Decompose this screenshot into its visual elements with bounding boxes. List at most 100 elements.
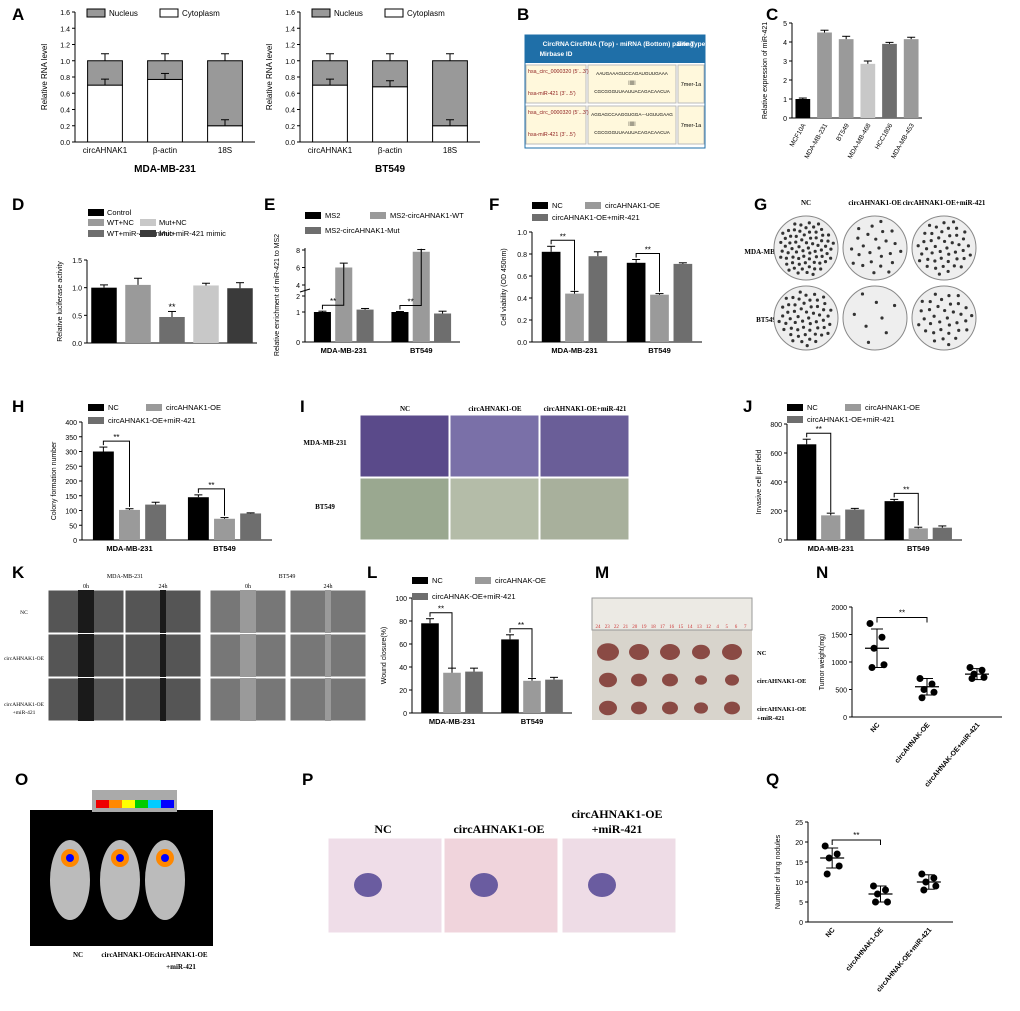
chart-N-y-tick-label: 0 bbox=[843, 715, 847, 722]
colony-dot bbox=[784, 296, 788, 300]
colony-dot bbox=[947, 331, 951, 335]
legend-swatch bbox=[88, 230, 104, 237]
x-tick-label: circAHNAK1 bbox=[83, 146, 128, 155]
x-tick-label: BT549 bbox=[410, 346, 433, 355]
bar-mda-mb-453 bbox=[903, 39, 919, 118]
wound-gap bbox=[325, 634, 331, 677]
x-tick-label: BT549 bbox=[835, 122, 851, 142]
section-title: NC bbox=[374, 822, 391, 836]
colony-dot bbox=[814, 320, 818, 324]
transwell-image bbox=[359, 414, 450, 478]
y-tick-label: 0 bbox=[778, 538, 782, 545]
bar-ms2-circahnak1-mut bbox=[356, 309, 374, 342]
colony-dot bbox=[808, 337, 812, 341]
colony-dot bbox=[801, 249, 805, 253]
colony-dot bbox=[927, 223, 932, 227]
colony-dot bbox=[953, 250, 958, 254]
wound-gap bbox=[240, 678, 256, 721]
colony-dot bbox=[820, 254, 824, 258]
legend-swatch bbox=[532, 214, 548, 221]
panel-letter-F: F bbox=[489, 195, 499, 214]
chart-F: 0.0 0.2 0.4 0.6 0.8 1.0 Cell viability (OD 450… bbox=[501, 201, 702, 355]
y-tick-label: 400 bbox=[770, 480, 782, 487]
row-label: +miR-421 bbox=[13, 710, 36, 716]
signal-core bbox=[66, 854, 74, 862]
header-label: BT549 bbox=[279, 574, 296, 580]
wound-gap bbox=[240, 634, 256, 677]
x-tick-label: BT549 bbox=[521, 717, 544, 726]
axis-break-mark bbox=[299, 288, 311, 293]
chart-Q-y-tick-label: 20 bbox=[795, 840, 803, 847]
colony-dot bbox=[870, 224, 874, 228]
colony-dot bbox=[948, 234, 952, 238]
bar-circahnak-oe bbox=[523, 680, 541, 713]
colony-dot bbox=[942, 239, 947, 244]
x-tick-label: MCF10A bbox=[789, 122, 808, 148]
colony-dot bbox=[807, 221, 811, 225]
colony-dot bbox=[946, 259, 950, 264]
y-tick-label: 350 bbox=[65, 435, 77, 442]
colony-dot bbox=[794, 240, 798, 244]
tumor bbox=[662, 673, 678, 687]
data-point bbox=[966, 664, 974, 671]
colony-dot bbox=[917, 323, 921, 327]
wound-gap bbox=[78, 634, 94, 677]
significance-bracket bbox=[509, 628, 533, 678]
significance-bracket bbox=[197, 488, 225, 516]
colony-dot bbox=[800, 340, 804, 344]
x-tick-label: BT549 bbox=[907, 544, 930, 553]
colony-dot bbox=[947, 323, 951, 327]
chart-A1-y-tick-label: 0.2 bbox=[60, 124, 70, 131]
legend-label: Control bbox=[107, 208, 132, 217]
colony-dot bbox=[808, 251, 812, 255]
y-tick-label: 0.2 bbox=[517, 318, 527, 325]
colony-plate bbox=[911, 285, 977, 351]
colony-dot bbox=[790, 261, 795, 265]
mouse-label: circAHNAK1-OE bbox=[101, 951, 154, 959]
colony-dot bbox=[925, 264, 929, 268]
colony-dot bbox=[811, 311, 816, 315]
legend-swatch bbox=[305, 227, 321, 234]
chart-A1-x-label: MDA-MB-231 bbox=[134, 164, 196, 175]
colony-dot bbox=[937, 236, 941, 240]
column-label: circAHNAK1-OE+miR-421 bbox=[544, 405, 627, 413]
chart-J-y-label: Invasive cell per field bbox=[756, 449, 763, 514]
colony-dot bbox=[941, 264, 945, 269]
circrna-id: hsa_circ_0000320 (5'...3') bbox=[528, 69, 589, 75]
legend-swatch-nucleus bbox=[86, 8, 106, 18]
x-tick-label: MDA-MB-231 bbox=[808, 544, 854, 553]
y-tick-label: 0.0 bbox=[517, 340, 527, 347]
colorbar-segment bbox=[109, 800, 122, 808]
colony-dot bbox=[942, 221, 946, 225]
colony-dot bbox=[819, 267, 823, 271]
chart-A2-y-tick-label: 1.4 bbox=[285, 26, 295, 33]
colony-dot bbox=[866, 340, 871, 344]
chart-A2-x-label: BT549 bbox=[375, 164, 405, 175]
colony-dot bbox=[881, 229, 885, 234]
colony-dot bbox=[799, 307, 803, 311]
colony-dot bbox=[964, 306, 968, 310]
panel-letter-E: E bbox=[264, 195, 275, 214]
chart-E: 0 1 2 4 6 8 Relative enrichment of miR-421 to … bbox=[274, 211, 464, 356]
colony-dot bbox=[962, 256, 966, 261]
bar-circahnak1-oe-mir-421 bbox=[932, 527, 952, 540]
he-section-image bbox=[443, 837, 559, 934]
colony-dot bbox=[796, 271, 800, 275]
colony-dot bbox=[799, 223, 803, 227]
colony-dot bbox=[860, 292, 865, 296]
legend-swatch bbox=[787, 404, 803, 411]
x-tick-label: MDA-MB-231 bbox=[321, 346, 367, 355]
colony-dot bbox=[818, 261, 822, 265]
data-point bbox=[930, 874, 938, 882]
significance-mark: ** bbox=[438, 605, 444, 614]
chart-L: 0 20 40 60 80 100 Wound closure(%) MDA-MB-231 **… bbox=[381, 576, 572, 726]
column-label: NC bbox=[801, 199, 811, 207]
chart-D-y-tick-label: 0.5 bbox=[72, 313, 82, 320]
mouse-label: NC bbox=[73, 951, 83, 959]
legend-swatch bbox=[146, 404, 162, 411]
table-header-cell: CircRNA (Top) - miRNA (Bottom) pairing bbox=[570, 41, 694, 48]
bar-hcc1806 bbox=[882, 43, 897, 118]
colony-dot bbox=[796, 315, 800, 319]
y-tick-label: 800 bbox=[770, 422, 782, 429]
y-tick-label: 50 bbox=[69, 523, 77, 530]
